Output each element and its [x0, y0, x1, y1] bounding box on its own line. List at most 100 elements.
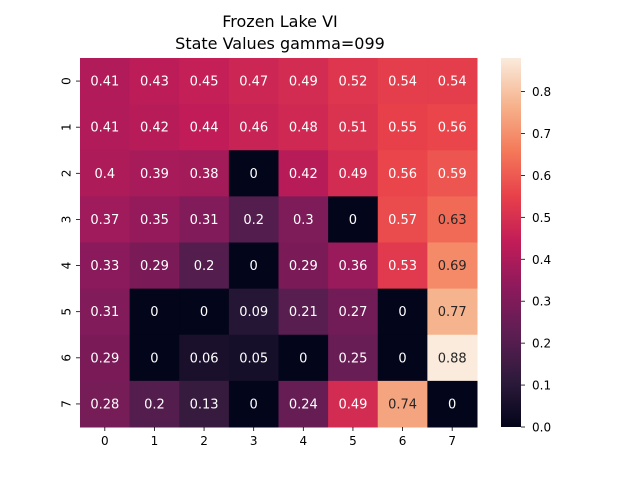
heatmap-cell	[377, 242, 428, 290]
heatmap-cell	[228, 104, 279, 151]
cell-value-label: 0.74	[388, 397, 417, 412]
heatmap-cell	[427, 288, 478, 336]
heatmap-cell	[179, 288, 230, 336]
x-tick-label: 0	[101, 434, 109, 448]
colorbar-tick-label: 0.0	[532, 421, 551, 435]
cell-value-label: 0.56	[438, 121, 467, 136]
heatmap-cell	[80, 150, 131, 197]
cell-value-label: 0.35	[140, 213, 169, 228]
heatmap-cell	[427, 150, 478, 197]
x-tick-label: 4	[299, 434, 307, 448]
cell-value-label: 0.13	[190, 397, 219, 412]
heatmap-cell	[179, 104, 230, 151]
chart-subtitle: State Values gamma=099	[175, 34, 385, 53]
cell-value-label: 0.49	[289, 75, 318, 90]
cell-value-label: 0	[398, 351, 406, 366]
colorbar-tick-label: 0.4	[532, 253, 551, 267]
heatmap-cell	[228, 288, 279, 336]
cell-value-label: 0	[250, 259, 258, 274]
heatmap-cell	[278, 334, 329, 382]
cell-value-label: 0.42	[289, 167, 318, 182]
colorbar-tick-label: 0.6	[532, 169, 551, 183]
cell-value-label: 0.47	[239, 75, 268, 90]
heatmap-cell	[328, 58, 379, 105]
cell-value-label: 0.53	[388, 259, 417, 274]
y-tick-label: 0	[60, 77, 74, 85]
heatmap-cell	[228, 150, 279, 197]
cell-value-label: 0.49	[338, 397, 367, 412]
heatmap-cell	[377, 196, 428, 243]
cell-value-label: 0.36	[338, 259, 367, 274]
y-tick-label: 3	[60, 216, 74, 224]
cell-value-label: 0.44	[190, 121, 219, 136]
cell-value-label: 0.54	[388, 75, 417, 90]
cell-value-label: 0.55	[388, 121, 417, 136]
cell-value-label: 0.57	[388, 213, 417, 228]
x-tick-label: 3	[250, 434, 258, 448]
heatmap-cell	[129, 380, 180, 428]
cell-value-label: 0.51	[338, 121, 367, 136]
heatmap-cell	[328, 104, 379, 151]
heatmap-cell	[129, 334, 180, 382]
heatmap-cell	[278, 380, 329, 428]
heatmap-cell	[80, 104, 131, 151]
heatmap-cell	[129, 288, 180, 336]
heatmap-cell	[427, 380, 478, 428]
cell-value-label: 0.54	[438, 75, 467, 90]
heatmap-cell	[179, 58, 230, 105]
cell-value-label: 0.3	[293, 213, 314, 228]
cell-value-label: 0.27	[338, 305, 367, 320]
cell-value-label: 0.4	[94, 167, 115, 182]
colorbar-tick-label: 0.7	[532, 127, 551, 141]
heatmap-cell	[427, 242, 478, 290]
cell-value-label: 0.43	[140, 75, 169, 90]
cell-value-label: 0.63	[438, 213, 467, 228]
y-tick-label: 2	[60, 169, 74, 177]
heatmap-cell	[179, 380, 230, 428]
y-axis: 0 1 2 3 4 5 6 7	[60, 77, 80, 408]
heatmap-cell	[179, 334, 230, 382]
heatmap-cell	[80, 196, 131, 243]
heatmap-cell	[377, 288, 428, 336]
heatmap-cell	[278, 196, 329, 243]
heatmap-cell	[278, 104, 329, 151]
heatmap-cell	[377, 334, 428, 382]
heatmap-cell	[228, 334, 279, 382]
heatmap-cell	[80, 380, 131, 428]
cell-value-label: 0	[250, 397, 258, 412]
cell-value-label: 0.28	[90, 397, 119, 412]
heatmap-cell	[328, 380, 379, 428]
heatmap-cell	[80, 288, 131, 336]
cell-value-label: 0.52	[338, 75, 367, 90]
cell-value-label: 0.31	[190, 213, 219, 228]
cell-value-label: 0.29	[289, 259, 318, 274]
cell-value-label: 0	[448, 397, 456, 412]
heatmap-cell	[278, 58, 329, 105]
cell-value-label: 0.31	[90, 305, 119, 320]
cell-value-label: 0.21	[289, 305, 318, 320]
heatmap-cell	[228, 380, 279, 428]
colorbar-gradient	[501, 58, 521, 427]
heatmap-cell	[328, 288, 379, 336]
cell-value-label: 0.45	[190, 75, 219, 90]
cell-value-label: 0.09	[239, 305, 268, 320]
cell-value-label: 0.05	[239, 351, 268, 366]
y-tick-label: 4	[60, 262, 74, 270]
heatmap-cell	[278, 150, 329, 197]
heatmap-cell	[129, 58, 180, 105]
heatmap-cell	[328, 334, 379, 382]
x-tick-label: 6	[399, 434, 407, 448]
heatmap-cell	[278, 242, 329, 290]
cell-value-label: 0.42	[140, 121, 169, 136]
colorbar-tick-label: 0.8	[532, 85, 551, 99]
cell-value-label: 0.49	[338, 167, 367, 182]
cell-value-label: 0.06	[190, 351, 219, 366]
cell-value-label: 0.41	[90, 75, 119, 90]
heatmap-cell	[427, 196, 478, 243]
colorbar: 0.0 0.1 0.2 0.3 0.4 0.5 0.6 0.7 0.8	[501, 58, 551, 435]
cell-value-label: 0.56	[388, 167, 417, 182]
heatmap-cell	[377, 104, 428, 151]
heatmap-cell	[228, 58, 279, 105]
y-tick-label: 7	[60, 400, 74, 408]
cell-value-label: 0.39	[140, 167, 169, 182]
